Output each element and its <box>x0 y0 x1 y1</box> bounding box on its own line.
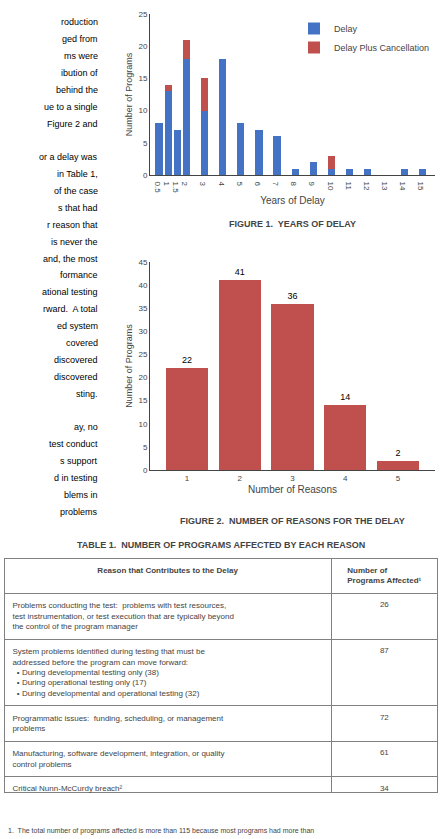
svg-text:34: 34 <box>380 784 389 793</box>
svg-text:2: 2 <box>237 474 242 483</box>
svg-text:5: 5 <box>143 443 148 452</box>
svg-text:11: 11 <box>344 182 353 191</box>
svg-text:13: 13 <box>380 182 389 191</box>
svg-text:covered: covered <box>66 338 98 348</box>
svg-text:discovered: discovered <box>54 355 98 365</box>
svg-text:of the case: of the case <box>54 186 98 196</box>
svg-text:15: 15 <box>138 396 147 405</box>
svg-text:7: 7 <box>271 182 280 187</box>
svg-text:s that had: s that had <box>58 203 98 213</box>
svg-text:ay, no: ay, no <box>74 422 98 432</box>
svg-text:Delay: Delay <box>334 24 358 34</box>
svg-text:20: 20 <box>138 373 147 382</box>
svg-text:ibution of: ibution of <box>61 68 98 78</box>
svg-text:3: 3 <box>290 474 295 483</box>
svg-text:r reason that: r reason that <box>47 220 98 230</box>
svg-text:blems in: blems in <box>64 490 98 500</box>
svg-text:ged from: ged from <box>62 34 98 44</box>
svg-text:2: 2 <box>180 182 189 187</box>
svg-text:ational testing: ational testing <box>42 287 98 297</box>
svg-text:test conduct: test conduct <box>49 439 98 449</box>
svg-text:10: 10 <box>138 420 147 429</box>
svg-text:5: 5 <box>235 182 244 187</box>
svg-text:sting.: sting. <box>76 389 98 399</box>
svg-text:40: 40 <box>138 281 147 290</box>
svg-text:87: 87 <box>380 646 389 655</box>
svg-text:Delay Plus Cancellation: Delay Plus Cancellation <box>334 43 429 53</box>
svg-text:6: 6 <box>253 182 262 187</box>
svg-text:Critical Nunn-McCurdy breach²: Critical Nunn-McCurdy breach² <box>12 784 122 793</box>
svg-text:25: 25 <box>138 350 147 359</box>
svg-text:TABLE 1. NUMBER OF PROGRAMS A: TABLE 1. NUMBER OF PROGRAMS AFFECTED BY … <box>77 540 365 550</box>
svg-text:is never the: is never the <box>51 237 98 247</box>
svg-text:in Table 1,: in Table 1, <box>57 169 98 179</box>
svg-text:Reason that Contributes to the: Reason that Contributes to the Delay <box>97 566 238 575</box>
svg-text:System problems identified dur: System problems identified during testin… <box>12 647 205 698</box>
svg-text:1.5: 1.5 <box>171 182 180 194</box>
svg-text:20: 20 <box>138 42 147 51</box>
svg-text:72: 72 <box>380 713 389 722</box>
svg-text:d in testing: d in testing <box>54 473 98 483</box>
svg-text:1: 1 <box>185 474 190 483</box>
svg-text:2: 2 <box>396 448 401 458</box>
svg-text:problems: problems <box>60 507 98 517</box>
svg-text:8: 8 <box>289 182 298 187</box>
svg-text:10: 10 <box>138 106 147 115</box>
svg-text:Number of Reasons: Number of Reasons <box>248 484 337 495</box>
svg-text:15: 15 <box>416 182 425 191</box>
svg-text:14: 14 <box>340 392 350 402</box>
svg-text:5: 5 <box>143 139 148 148</box>
svg-text:and, the most: and, the most <box>43 254 98 264</box>
svg-text:15: 15 <box>138 74 147 83</box>
svg-text:0.5: 0.5 <box>153 182 162 194</box>
svg-text:25: 25 <box>138 10 147 19</box>
svg-text:10: 10 <box>326 182 335 191</box>
svg-text:roduction: roduction <box>61 17 98 27</box>
svg-text:behind the: behind the <box>56 85 98 95</box>
svg-text:45: 45 <box>138 258 147 267</box>
svg-text:12: 12 <box>362 182 371 191</box>
svg-text:or a delay was: or a delay was <box>39 152 98 162</box>
svg-text:ue to a single: ue to a single <box>44 102 98 112</box>
svg-text:0: 0 <box>143 171 148 180</box>
svg-text:FIGURE 2. NUMBER OF REASONS F: FIGURE 2. NUMBER OF REASONS FOR THE DELA… <box>180 516 405 526</box>
svg-text:discovered: discovered <box>54 372 98 382</box>
svg-text:36: 36 <box>287 291 297 301</box>
svg-text:Years of Delay: Years of Delay <box>260 195 325 206</box>
svg-text:22: 22 <box>182 355 192 365</box>
svg-text:formance: formance <box>60 270 98 280</box>
svg-text:Number of Programs: Number of Programs <box>124 324 134 408</box>
svg-text:Figure 2 and: Figure 2 and <box>47 119 98 129</box>
svg-text:26: 26 <box>380 600 389 609</box>
svg-text:s support: s support <box>60 456 98 466</box>
svg-text:1. The total number of progra: 1. The total number of programs affected… <box>8 827 314 835</box>
svg-text:4: 4 <box>217 182 226 187</box>
svg-text:ms were: ms were <box>64 51 98 61</box>
svg-text:0: 0 <box>143 466 148 475</box>
svg-text:5: 5 <box>396 474 401 483</box>
svg-text:61: 61 <box>380 748 389 757</box>
svg-text:9: 9 <box>307 182 316 187</box>
svg-text:4: 4 <box>343 474 348 483</box>
svg-text:FIGURE 1. YEARS OF DELAY: FIGURE 1. YEARS OF DELAY <box>229 219 356 229</box>
svg-text:1: 1 <box>162 182 171 187</box>
svg-text:Manufacturing, software develo: Manufacturing, software development, int… <box>12 749 224 768</box>
svg-text:14: 14 <box>398 182 407 191</box>
svg-text:3: 3 <box>198 182 207 187</box>
svg-text:35: 35 <box>138 304 147 313</box>
svg-text:41: 41 <box>235 267 245 277</box>
svg-text:Programmatic issues: funding,: Programmatic issues: funding, scheduling… <box>12 714 224 733</box>
svg-text:Problems conducting the test:: Problems conducting the test: problems w… <box>12 601 233 631</box>
svg-text:Number ofPrograms Affected¹: Number ofPrograms Affected¹ <box>347 566 421 585</box>
svg-text:Number of Programs: Number of Programs <box>124 52 134 136</box>
svg-text:ed system: ed system <box>57 321 98 331</box>
svg-text:rward. A total: rward. A total <box>43 304 98 314</box>
svg-text:30: 30 <box>138 327 147 336</box>
